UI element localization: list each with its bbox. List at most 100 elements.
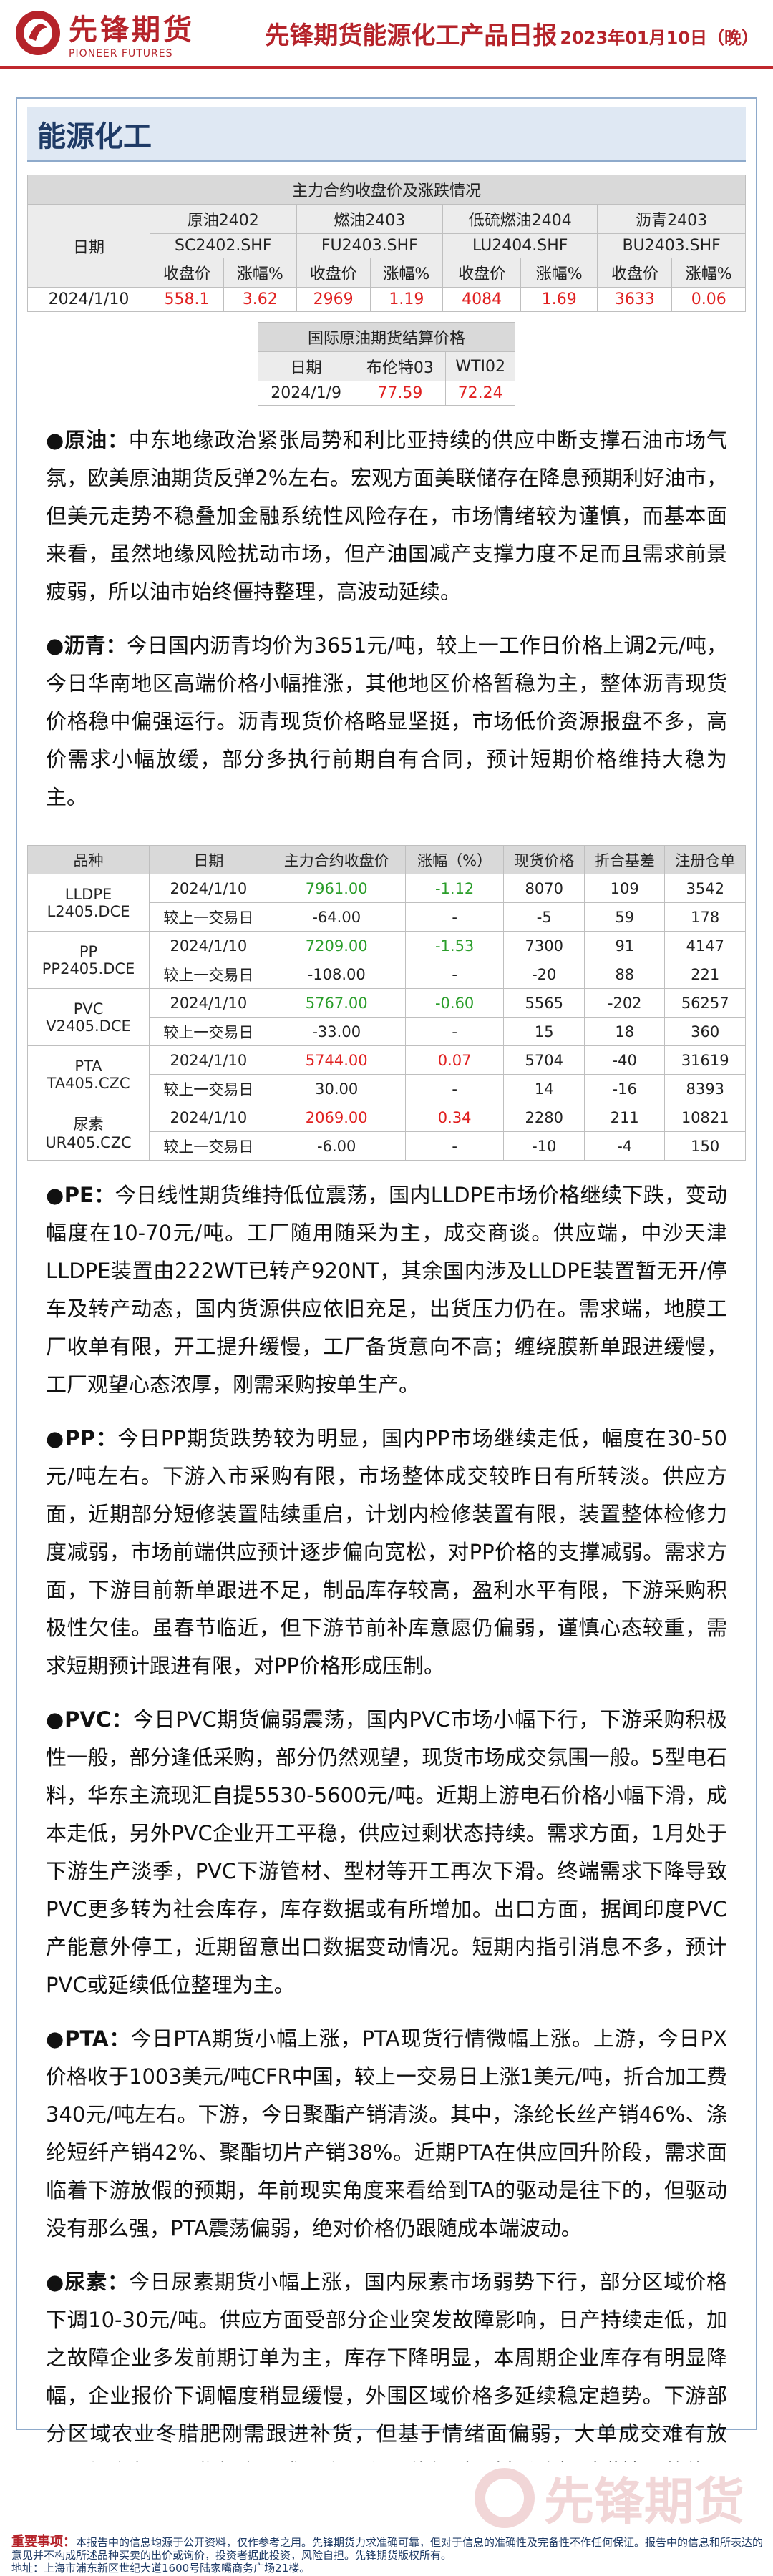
- cell: 2280: [503, 1103, 585, 1132]
- product: 尿素 UR405.CZC: [26, 1103, 150, 1161]
- paragraph-label: ●原油：: [46, 428, 129, 452]
- row: 2024/1/10 558.1 3.62 2969 1.19 4084 1.69 3633 0.…: [27, 287, 746, 312]
- header: 原油2402: [150, 204, 297, 234]
- cell: 2024/1/10: [149, 931, 268, 960]
- cell: 7300: [503, 931, 585, 960]
- header: 收盘价: [597, 258, 673, 288]
- watermark-text: 先锋期货: [544, 2472, 744, 2531]
- row: 国际原油期货结算价格: [258, 322, 515, 352]
- disclaimer-text: 本报告中的信息均源于公开资料，仅作参考之用。先锋期货力求准确可靠，但对于信息的准…: [11, 2536, 764, 2562]
- cell: 72.24: [445, 381, 515, 406]
- cell: 2024/1/10: [27, 287, 150, 312]
- cell: 4147: [664, 931, 746, 960]
- content-panel: 能源化工 主力合约收盘价及涨跌情况 日期 原油2402 燃油2403 低硫燃油2404 沥…: [16, 97, 757, 2560]
- cell: 2024/1/9: [257, 381, 355, 406]
- cell: 91: [583, 931, 666, 960]
- product-code: L2405.DCE: [47, 902, 130, 920]
- header: BU2403.SHF: [597, 233, 746, 258]
- header: 先锋期货 PIONEER FUTURES 先锋期货能源化工产品日报 2023年01月…: [0, 0, 773, 69]
- cell: 5565: [503, 988, 585, 1018]
- section-title: 能源化工: [27, 107, 746, 162]
- header: 日期: [149, 845, 268, 874]
- header: 燃油2403: [296, 204, 444, 234]
- cell: -40: [583, 1045, 666, 1075]
- cell: 178: [664, 902, 746, 932]
- row: 较上一交易日 -108.00- -20 88 221: [28, 960, 746, 989]
- cell: 3633: [597, 287, 673, 312]
- cell: 较上一交易日: [149, 1017, 268, 1046]
- cell: 59: [583, 902, 666, 932]
- logo-cn: 先锋期货: [69, 13, 195, 47]
- cell: 211: [583, 1103, 666, 1132]
- header: 收盘价: [296, 258, 371, 288]
- header: 收盘价: [149, 258, 225, 288]
- cell: 3542: [664, 874, 746, 903]
- cell: 2969: [296, 287, 371, 312]
- cell: 较上一交易日: [149, 1074, 268, 1103]
- cell: -202: [583, 988, 666, 1018]
- header: WTI02: [445, 351, 515, 381]
- header: 涨幅%: [369, 258, 444, 288]
- row: 尿素 UR405.CZC 2024/1/10 2069.00 0.34 2280 211 10…: [26, 1103, 746, 1161]
- header: 低硫燃油2404: [442, 204, 598, 234]
- caption: 国际原油期货结算价格: [258, 322, 515, 352]
- paragraph: ●沥青：今日国内沥青均价为3651元/吨，较上一工作日价格上调2元/吨，今日华南…: [46, 627, 727, 816]
- cell: 0.34: [404, 1103, 505, 1132]
- paragraph-text: 今日PVC期货偏弱震荡，国内PVC市场小幅下行，下游采购积极性一般，部分逢低采购…: [46, 1707, 727, 1997]
- report-title: 先锋期货能源化工产品日报 2023年01月10日（晚）: [229, 16, 759, 51]
- header: FU2403.SHF: [296, 233, 444, 258]
- cell: 5767.00: [267, 988, 406, 1018]
- row: 较上一交易日 -64.00- -5 59 178: [28, 902, 746, 932]
- header: 主力合约收盘价: [267, 845, 406, 874]
- cell: 88: [583, 960, 666, 989]
- cell: 31619: [664, 1045, 746, 1075]
- cell: 56257: [664, 988, 746, 1018]
- header: SC2402.SHF: [150, 233, 297, 258]
- paragraph-label: ●PVC：: [46, 1707, 133, 1732]
- cell: -10: [503, 1131, 585, 1161]
- cell: 150: [664, 1131, 746, 1161]
- product-code: PP2405.DCE: [42, 960, 135, 977]
- cell: 2069.00: [267, 1103, 406, 1132]
- cell: 2024/1/10: [149, 874, 268, 903]
- header: 布伦特03: [354, 351, 447, 381]
- cell: 7961.00: [267, 874, 406, 903]
- header: 品种: [26, 845, 150, 874]
- cell: -16: [583, 1074, 666, 1103]
- cell: 2024/1/10: [149, 1045, 268, 1075]
- cell: -6.00: [267, 1131, 406, 1161]
- cell: 较上一交易日: [149, 960, 268, 989]
- cell: 5704: [503, 1045, 585, 1075]
- cell: 7209.00: [267, 931, 406, 960]
- commentary: ●PE：今日线性期货维持低位震荡，国内LLDPE市场价格继续下跌，变动幅度在10…: [17, 1176, 756, 2567]
- cell: 8070: [503, 874, 585, 903]
- header: 折合基差: [583, 845, 666, 874]
- header: 收盘价: [442, 258, 522, 288]
- cell: -: [404, 960, 505, 989]
- paragraph: ●原油：中东地缘政治紧张局势和利比亚持续的供应中断支撑石油市场气氛，欧美原油期货…: [46, 421, 727, 611]
- cell: 15: [503, 1017, 585, 1046]
- cell: 2024/1/10: [149, 1103, 268, 1132]
- row: PVC V2405.DCE 2024/1/10 5767.00 -0.60 5565 -20…: [26, 988, 746, 1046]
- row: 2024/1/9 77.59 72.24: [257, 381, 515, 406]
- cell: -: [404, 1074, 505, 1103]
- chem-table: 品种 日期 主力合约收盘价 涨幅（%） 现货价格 折合基差 注册仓单 LLDPE L2405.D…: [26, 845, 746, 1161]
- cell: 18: [583, 1017, 666, 1046]
- product: PVC V2405.DCE: [26, 988, 150, 1046]
- paragraph-text: 今日线性期货维持低位震荡，国内LLDPE市场价格继续下跌，变动幅度在10-70元…: [46, 1183, 727, 1397]
- paragraph-text: 今日国内沥青均价为3651元/吨，较上一工作日价格上调2元/吨，今日华南地区高端…: [46, 633, 727, 809]
- paragraph-label: ●沥青：: [46, 633, 127, 658]
- cell: 较上一交易日: [149, 1131, 268, 1161]
- row: PP PP2405.DCE 2024/1/10 7209.00 -1.53 7300 91 4…: [26, 931, 746, 989]
- row: 日期 布伦特03 WTI02: [257, 351, 515, 381]
- cell: 221: [664, 960, 746, 989]
- cell: 8393: [664, 1074, 746, 1103]
- logo-en: PIONEER FUTURES: [69, 48, 173, 59]
- paragraph-label: ●PP：: [46, 1426, 118, 1450]
- header: 日期: [257, 351, 355, 381]
- cell: 2024/1/10: [149, 988, 268, 1018]
- product: LLDPE L2405.DCE: [26, 874, 150, 932]
- cell: 3.62: [223, 287, 297, 312]
- product-name: PP: [79, 942, 98, 960]
- cell: 4084: [442, 287, 522, 312]
